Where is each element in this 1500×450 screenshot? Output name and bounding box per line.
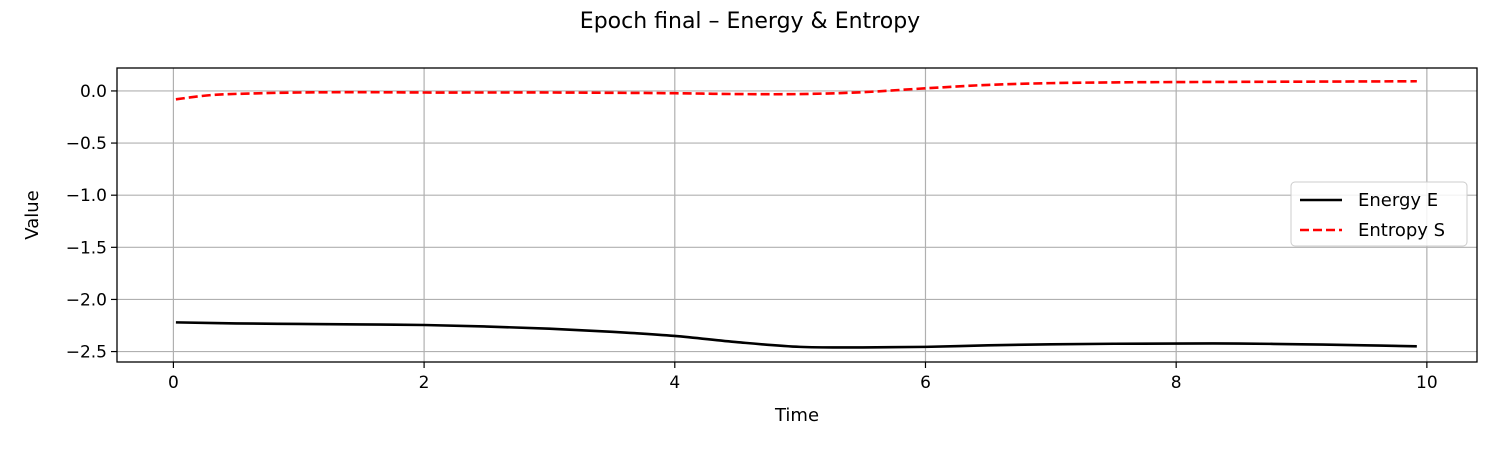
legend: Energy E Entropy S <box>1290 181 1468 247</box>
series-lines <box>175 79 1417 349</box>
y-tick-label: −1.5 <box>66 238 107 258</box>
legend-label-entropy: Entropy S <box>1358 220 1445 241</box>
x-tick-label: 8 <box>1171 373 1182 393</box>
series-line-entropy <box>175 79 1417 101</box>
y-tick-label: −1.0 <box>66 186 107 206</box>
x-axis-ticks: 0 2 4 6 8 10 <box>168 362 1438 393</box>
x-tick-label: 10 <box>1416 373 1438 393</box>
x-tick-label: 0 <box>168 373 179 393</box>
legend-label-energy: Energy E <box>1358 190 1438 211</box>
y-tick-label: −2.0 <box>66 290 107 310</box>
x-tick-label: 6 <box>920 373 931 393</box>
x-axis-label: Time <box>774 405 819 426</box>
chart-title: Epoch final – Energy & Entropy <box>580 9 920 34</box>
y-axis-ticks: 0.0 −0.5 −1.0 −1.5 −2.0 −2.5 <box>66 82 117 363</box>
y-tick-label: 0.0 <box>80 82 107 102</box>
grid-lines <box>117 68 1477 362</box>
x-tick-label: 4 <box>669 373 680 393</box>
y-axis-label: Value <box>22 190 43 239</box>
plot-frame <box>116 67 1478 363</box>
series-line-energy <box>175 321 1417 349</box>
y-tick-label: −0.5 <box>66 134 107 154</box>
y-tick-label: −2.5 <box>66 343 107 363</box>
x-tick-label: 2 <box>419 373 430 393</box>
